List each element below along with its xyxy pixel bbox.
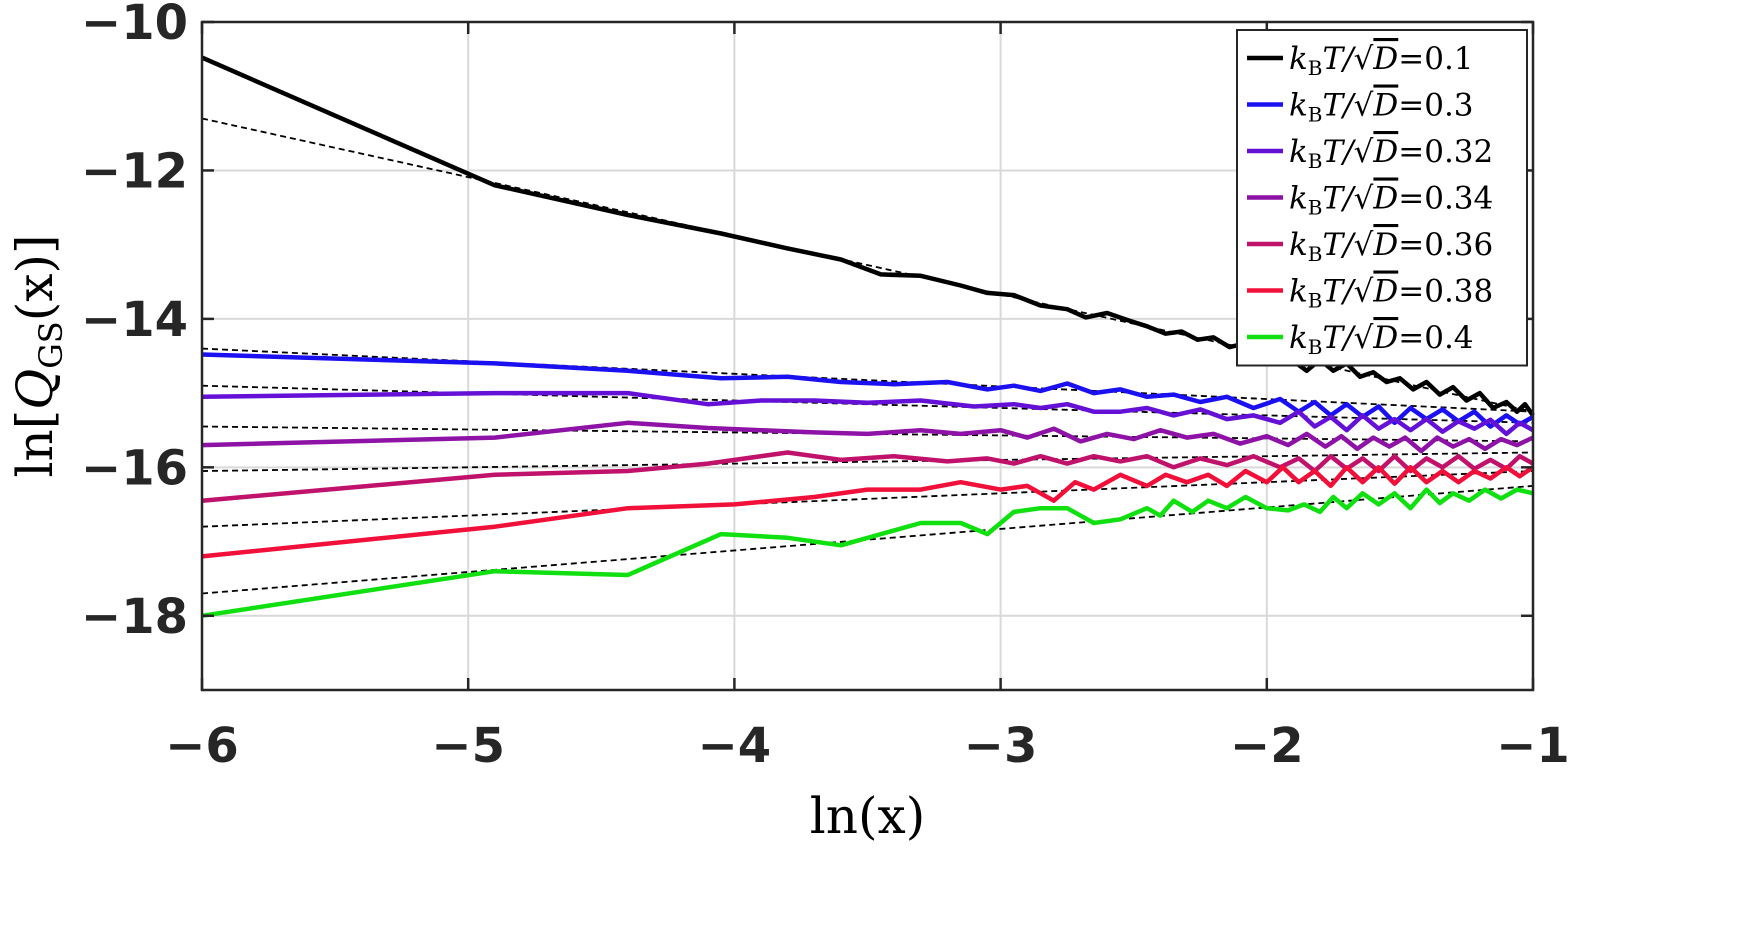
plot-frame <box>200 20 1535 692</box>
fit-line <box>201 484 1534 595</box>
x-tick-label: −3 <box>964 718 1038 774</box>
axis-ticks: −6 −5 −4 −3 −2 −1 −18 −16 −14 −12 −10 <box>81 0 1570 774</box>
legend: kBT/√D=0.1 kBT/√D=0.3 kBT/√D=0.32 kBT/√D=0.… <box>1236 29 1528 367</box>
x-tick-label: −6 <box>165 718 239 774</box>
y-tick-label: −14 <box>81 292 188 348</box>
x-tick-label: −4 <box>698 718 772 774</box>
series-line-0.36 <box>201 450 1535 503</box>
y-label-pre: ln[ <box>6 410 64 478</box>
legend-entry: kBT/√D=0.38 <box>1289 274 1493 313</box>
series-line-0.38 <box>201 465 1535 559</box>
series-line-0.4 <box>201 487 1534 619</box>
legend-entry: kBT/√D=0.3 <box>1289 88 1474 127</box>
x-axis-label: ln(x) <box>810 787 925 845</box>
y-tick-label: −12 <box>81 143 188 199</box>
x-tick-label: −5 <box>431 718 505 774</box>
legend-entry: kBT/√D=0.32 <box>1289 134 1493 173</box>
y-axis-label: ln[QGS(x)] <box>6 235 70 478</box>
y-label-q: Q <box>6 369 64 410</box>
legend-entry: kBT/√D=0.36 <box>1289 227 1493 266</box>
x-tick-label: −2 <box>1230 718 1304 774</box>
y-tick-label: −16 <box>81 440 188 496</box>
y-tick-label: −10 <box>81 0 188 51</box>
fit-line <box>201 451 1534 472</box>
series-line-0.34 <box>201 420 1534 454</box>
series-line-0.32 <box>201 390 1535 437</box>
series-line-0.3 <box>201 352 1535 429</box>
legend-box <box>1236 29 1528 367</box>
legend-entry: kBT/√D=0.1 <box>1289 41 1474 80</box>
x-tick-label: −1 <box>1496 718 1570 774</box>
y-label-sub: GS <box>32 321 70 368</box>
legend-entry: kBT/√D=0.34 <box>1289 181 1493 220</box>
y-label-post: (x)] <box>6 235 64 322</box>
legend-entry: kBT/√D=0.4 <box>1289 320 1474 359</box>
fit-line <box>201 470 1534 528</box>
y-tick-label: −18 <box>81 589 188 645</box>
